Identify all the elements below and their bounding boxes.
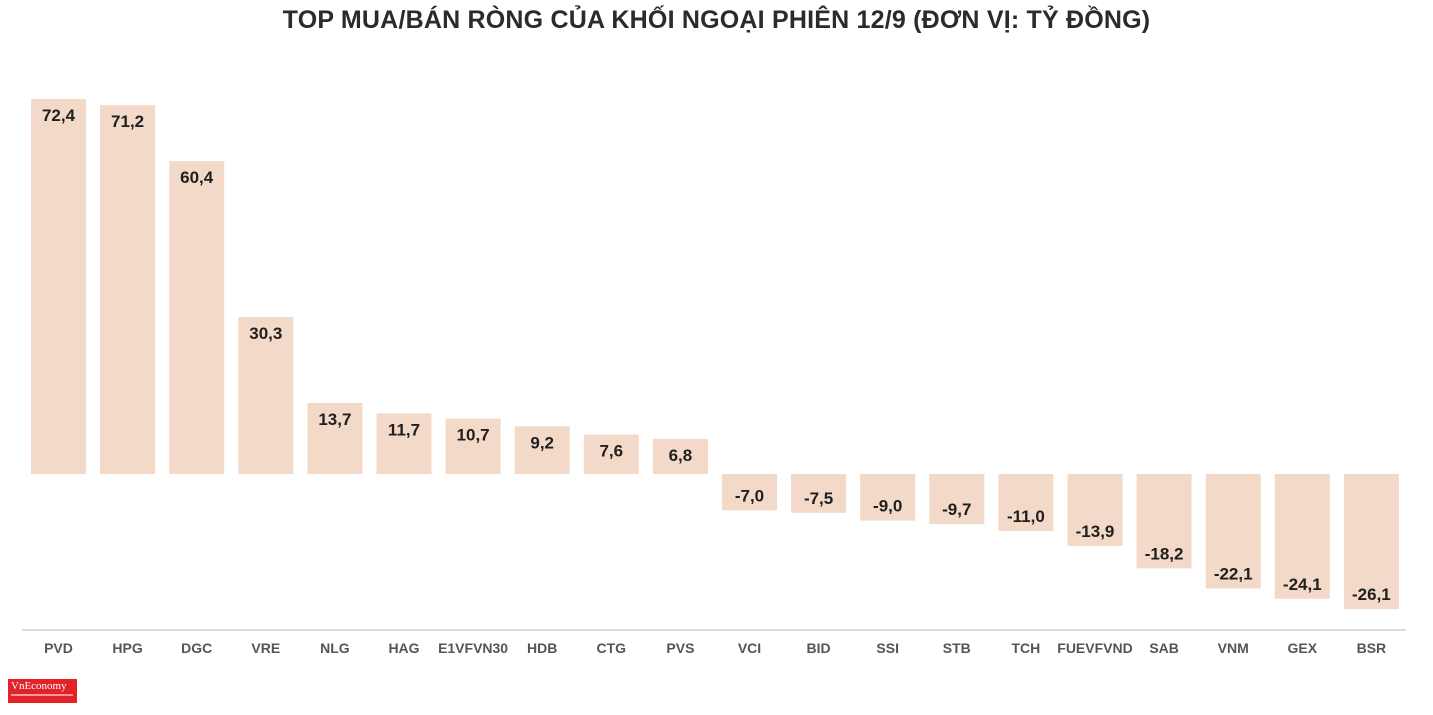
category-label-tch: TCH (1012, 640, 1041, 656)
value-label-vre: 30,3 (249, 324, 282, 343)
category-label-bsr: BSR (1357, 640, 1387, 656)
bar-bid (791, 474, 847, 513)
value-label-tch: -11,0 (1007, 507, 1045, 526)
category-label-fuevfvnd: FUEVFVND (1057, 640, 1132, 656)
value-label-e1vfvn30: 10,7 (457, 426, 490, 445)
value-label-pvs: 6,8 (669, 446, 693, 465)
chart-title: TOP MUA/BÁN RÒNG CỦA KHỐI NGOẠI PHIÊN 12… (282, 6, 1151, 34)
category-label-hdb: HDB (527, 640, 557, 656)
bar-fuevfvnd (1067, 474, 1123, 546)
category-label-pvd: PVD (44, 640, 73, 656)
value-label-ssi: -9,0 (873, 497, 902, 516)
category-labels-group: PVD HPG DGC VRE NLG HAG E1VFVN30 HDB CTG PVS VCI BI… (44, 640, 1386, 656)
category-label-ctg: CTG (597, 640, 627, 656)
category-label-hag: HAG (388, 640, 419, 656)
bar-hag (376, 413, 432, 474)
bar-hdb (514, 426, 570, 474)
category-label-e1vfvn30: E1VFVN30 (438, 640, 508, 656)
bar-pvd (31, 99, 86, 474)
value-label-hpg: 71,2 (111, 112, 144, 131)
bar-stb (929, 474, 985, 525)
category-label-dgc: DGC (181, 640, 212, 656)
value-label-fuevfvnd: -13,9 (1076, 522, 1115, 541)
value-label-bid: -7,5 (804, 489, 833, 508)
category-label-sab: SAB (1149, 640, 1179, 656)
category-label-vnm: VNM (1218, 640, 1249, 656)
bar-ssi (860, 474, 916, 521)
bar-sab (1136, 474, 1192, 569)
value-label-nlg: 13,7 (318, 410, 351, 429)
category-label-hpg: HPG (112, 640, 142, 656)
value-label-stb: -9,7 (942, 500, 971, 519)
bars-group (31, 99, 1399, 610)
bar-hpg (100, 105, 156, 474)
value-label-gex: -24,1 (1283, 575, 1322, 594)
value-label-bsr: -26,1 (1352, 585, 1391, 604)
bar-gex (1274, 474, 1330, 599)
logo-text: VnEconomy (11, 680, 67, 692)
value-labels-group: 72,4 71,2 60,4 30,3 13,7 11,7 10,7 9,2 7,6 6,8 -7,… (42, 106, 1391, 604)
category-label-vci: VCI (738, 640, 761, 656)
value-label-dgc: 60,4 (180, 168, 214, 187)
category-label-bid: BID (807, 640, 831, 656)
value-label-vnm: -22,1 (1214, 565, 1253, 584)
category-label-vre: VRE (251, 640, 280, 656)
value-label-ctg: 7,6 (599, 442, 623, 461)
logo-tagline-mark (11, 694, 73, 696)
category-label-stb: STB (943, 640, 971, 656)
value-label-pvd: 72,4 (42, 106, 76, 125)
category-label-pvs: PVS (666, 640, 694, 656)
bar-tch (998, 474, 1054, 531)
value-label-hag: 11,7 (388, 420, 420, 439)
category-label-gex: GEX (1288, 640, 1318, 656)
vneconomy-logo: VnEconomy (8, 679, 77, 703)
value-label-vci: -7,0 (735, 486, 764, 505)
bar-bsr (1343, 474, 1399, 610)
bar-vnm (1205, 474, 1261, 589)
category-label-ssi: SSI (876, 640, 899, 656)
value-label-hdb: 9,2 (530, 433, 554, 452)
bar-dgc (169, 161, 225, 474)
bar-e1vfvn30 (445, 418, 501, 474)
bar-vci (722, 474, 777, 511)
category-label-nlg: NLG (320, 640, 350, 656)
bar-vre (238, 317, 294, 474)
bar-pvs (652, 438, 708, 474)
value-label-sab: -18,2 (1145, 544, 1184, 563)
bar-ctg (583, 434, 639, 474)
bar-nlg (307, 403, 363, 474)
